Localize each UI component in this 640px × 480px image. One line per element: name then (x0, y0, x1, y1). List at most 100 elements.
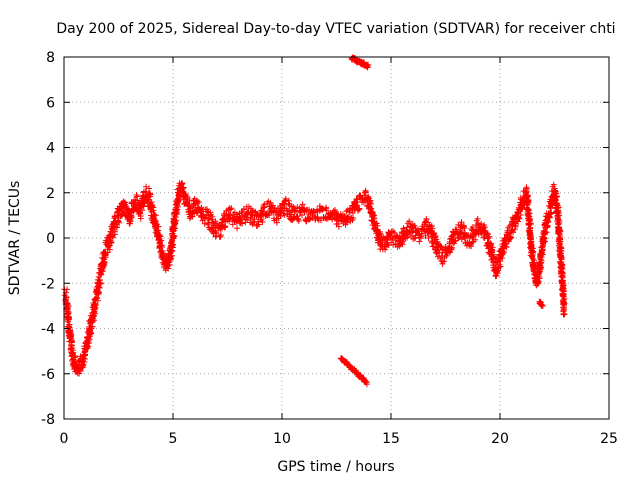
data-point (526, 232, 533, 239)
data-point (84, 344, 91, 351)
data-point (329, 216, 336, 223)
data-point (281, 212, 288, 219)
data-point (557, 249, 564, 256)
data-point (388, 228, 395, 235)
data-point (555, 209, 562, 216)
data-point (560, 310, 567, 317)
data-point (510, 229, 517, 236)
data-point (343, 208, 350, 215)
data-point (375, 231, 382, 238)
y-tick-label: 6 (46, 95, 55, 111)
data-point (146, 193, 153, 200)
data-point (116, 219, 123, 226)
data-point (390, 228, 397, 235)
data-point (261, 204, 268, 211)
data-point (536, 262, 543, 269)
data-point (298, 212, 305, 219)
data-point (146, 185, 153, 192)
data-point (425, 234, 432, 241)
data-point (480, 225, 487, 232)
data-point (499, 250, 506, 257)
y-tick-label: -6 (41, 367, 55, 383)
data-point (108, 239, 115, 246)
data-point (370, 212, 377, 219)
data-point (446, 249, 453, 256)
data-point (128, 214, 135, 221)
data-point (274, 212, 281, 219)
data-point (539, 251, 546, 258)
data-point (489, 247, 496, 254)
data-point (65, 316, 72, 323)
x-tick-label: 0 (60, 431, 69, 447)
data-point (97, 280, 104, 287)
grid-lines (64, 57, 609, 419)
data-point (168, 248, 175, 255)
data-point (255, 221, 262, 228)
data-point (87, 328, 94, 335)
y-tick-label: -4 (41, 322, 55, 338)
data-point (171, 225, 178, 232)
data-point (356, 205, 363, 212)
data-point (180, 185, 187, 192)
data-point (451, 238, 458, 245)
data-point (209, 216, 216, 223)
y-tick-label: 8 (46, 50, 55, 66)
data-point (517, 211, 524, 218)
data-point (270, 208, 277, 215)
data-point (234, 225, 241, 232)
data-point (145, 192, 152, 198)
data-point (151, 212, 158, 219)
data-point (560, 298, 567, 305)
data-point (523, 188, 530, 195)
data-point (98, 267, 105, 274)
data-point (174, 206, 181, 213)
data-point (515, 218, 522, 225)
data-point (166, 261, 173, 268)
data-point (111, 228, 118, 235)
data-point (95, 283, 102, 290)
data-point (448, 244, 455, 251)
data-point (201, 220, 208, 227)
data-point (478, 220, 485, 227)
data-point (295, 217, 302, 224)
data-point (555, 204, 562, 211)
data-point (258, 216, 265, 223)
data-point (228, 205, 235, 212)
data-point (363, 381, 370, 388)
data-point (432, 233, 439, 240)
data-point (367, 197, 374, 204)
data-point (273, 219, 280, 226)
data-point (195, 198, 202, 205)
data-point (497, 263, 504, 270)
data-points (61, 54, 568, 388)
data-point (150, 207, 157, 214)
data-point (267, 199, 274, 206)
data-point (369, 208, 376, 215)
data-point (429, 238, 436, 245)
data-point (455, 234, 462, 241)
chart-title: Day 200 of 2025, Sidereal Day-to-day VTE… (56, 21, 615, 37)
data-point (101, 258, 108, 265)
data-point (434, 238, 441, 245)
y-tick-label: -8 (41, 412, 55, 428)
data-point (217, 232, 224, 239)
data-point (159, 250, 166, 257)
data-point (266, 212, 273, 219)
data-point (323, 205, 330, 212)
data-point (470, 233, 477, 240)
data-point (535, 278, 542, 285)
data-point (365, 61, 372, 68)
data-point (556, 212, 563, 219)
data-point (77, 368, 84, 375)
data-point (109, 234, 116, 241)
data-point (399, 238, 406, 245)
data-point (485, 234, 492, 241)
data-point (518, 205, 525, 212)
data-point (115, 218, 122, 225)
data-point (220, 215, 227, 222)
data-point (158, 237, 165, 244)
data-point (553, 193, 560, 200)
x-tick-label: 20 (491, 431, 509, 447)
data-point (481, 224, 488, 231)
data-point (350, 215, 357, 222)
